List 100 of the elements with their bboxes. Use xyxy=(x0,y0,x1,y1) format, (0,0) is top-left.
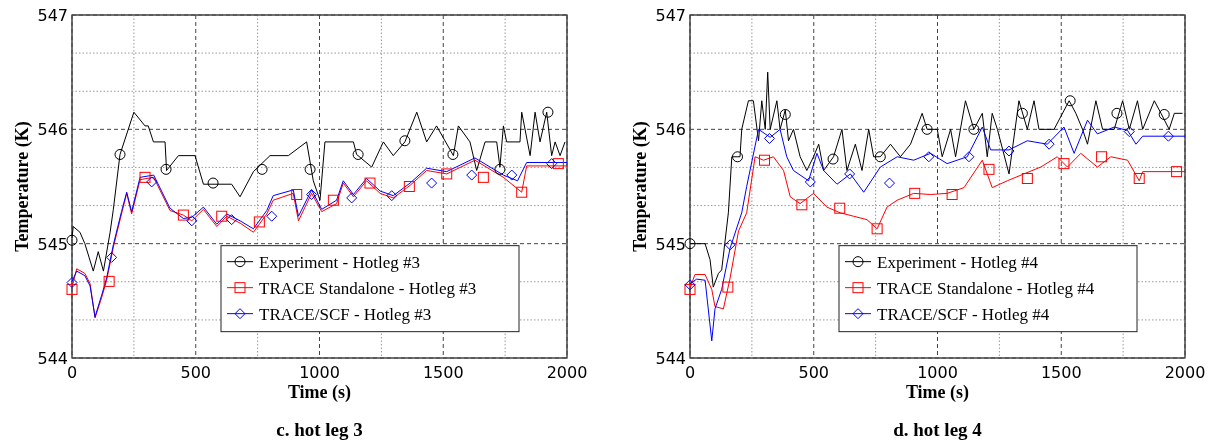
x-tick-label: 1000 xyxy=(917,363,958,382)
point xyxy=(352,148,364,160)
point xyxy=(399,135,411,147)
point xyxy=(1064,95,1076,107)
x-tick-label: 1000 xyxy=(299,363,340,382)
point xyxy=(546,158,558,170)
y-tick-label: 544 xyxy=(37,349,68,368)
point xyxy=(146,176,158,188)
point xyxy=(216,210,228,222)
point xyxy=(226,214,238,226)
point xyxy=(386,190,398,202)
point xyxy=(552,158,564,170)
point xyxy=(724,239,736,251)
legend-label: Experiment - Hotleg #4 xyxy=(877,252,1039,272)
point xyxy=(207,177,219,189)
x-tick-label: 1500 xyxy=(1040,363,1082,382)
point xyxy=(874,151,886,163)
point xyxy=(983,163,995,175)
point xyxy=(684,238,696,250)
point xyxy=(963,151,975,163)
x-tick-label: 500 xyxy=(180,363,212,382)
point xyxy=(346,192,358,204)
point xyxy=(364,177,376,189)
point xyxy=(1016,107,1028,119)
point xyxy=(114,148,126,160)
x-tick-label: 1500 xyxy=(422,363,464,382)
legend-label: Experiment - Hotleg #3 xyxy=(259,252,420,272)
y-tick-label: 545 xyxy=(37,234,68,254)
legend-label: TRACE Standalone - Hotleg #3 xyxy=(259,278,477,298)
point xyxy=(494,163,506,175)
point xyxy=(1021,173,1033,184)
point xyxy=(804,176,816,188)
text: d. hot leg 4 xyxy=(893,419,983,440)
point xyxy=(426,177,438,189)
point xyxy=(946,189,958,200)
point xyxy=(1162,130,1174,142)
x-tick-label: 2000 xyxy=(546,363,588,382)
legend-label: TRACE Standalone - Hotleg #4 xyxy=(877,278,1095,298)
text: c. hot leg 3 xyxy=(276,419,363,440)
point xyxy=(722,281,734,293)
point xyxy=(684,279,696,291)
point xyxy=(139,171,151,183)
point xyxy=(779,108,791,120)
point xyxy=(441,168,453,180)
point xyxy=(403,181,415,192)
point xyxy=(256,163,268,175)
point xyxy=(477,171,489,183)
point xyxy=(103,275,115,287)
point xyxy=(177,209,189,221)
y-tick-label: 547 xyxy=(37,6,68,25)
point xyxy=(844,168,856,180)
point xyxy=(1123,126,1135,138)
x-tick-label: 0 xyxy=(684,363,696,382)
point xyxy=(1003,145,1015,157)
point xyxy=(1096,151,1108,163)
point xyxy=(827,153,839,165)
point xyxy=(516,186,528,198)
legend-label: TRACE/SCF - Hotleg #3 xyxy=(259,304,432,324)
point xyxy=(253,216,265,228)
point xyxy=(921,123,933,135)
point xyxy=(186,215,198,227)
point xyxy=(923,151,935,163)
point xyxy=(66,283,78,295)
point xyxy=(1111,107,1123,119)
point xyxy=(447,148,459,160)
point xyxy=(106,251,118,263)
point xyxy=(883,177,895,189)
y-tick-label: 545 xyxy=(655,234,686,254)
point xyxy=(291,189,303,200)
point xyxy=(66,277,78,289)
point xyxy=(327,194,339,206)
point xyxy=(871,223,883,235)
point xyxy=(732,151,744,163)
point xyxy=(66,234,78,246)
point xyxy=(160,163,172,175)
x-tick-label: 0 xyxy=(66,363,78,382)
point xyxy=(506,169,518,181)
x-axis-title: Time (s) xyxy=(905,382,970,403)
point xyxy=(466,169,478,181)
point xyxy=(1171,166,1183,178)
y-axis-title: Temperature (K) xyxy=(12,121,33,252)
point xyxy=(1158,108,1170,120)
legend-label: TRACE/SCF - Hotleg #4 xyxy=(877,304,1050,324)
point xyxy=(909,187,921,199)
point xyxy=(542,106,554,118)
x-tick-label: 500 xyxy=(798,363,830,382)
point xyxy=(306,189,318,200)
y-tick-label: 544 xyxy=(655,349,686,368)
y-tick-label: 546 xyxy=(655,120,686,140)
point xyxy=(1058,158,1070,170)
y-tick-label: 547 xyxy=(655,6,686,25)
y-tick-label: 546 xyxy=(37,120,68,140)
point xyxy=(759,154,770,166)
point xyxy=(1133,173,1145,184)
point xyxy=(796,199,808,211)
point xyxy=(763,132,775,144)
point xyxy=(684,283,696,295)
point xyxy=(1043,138,1055,150)
point xyxy=(266,210,278,222)
x-tick-label: 2000 xyxy=(1164,363,1206,382)
